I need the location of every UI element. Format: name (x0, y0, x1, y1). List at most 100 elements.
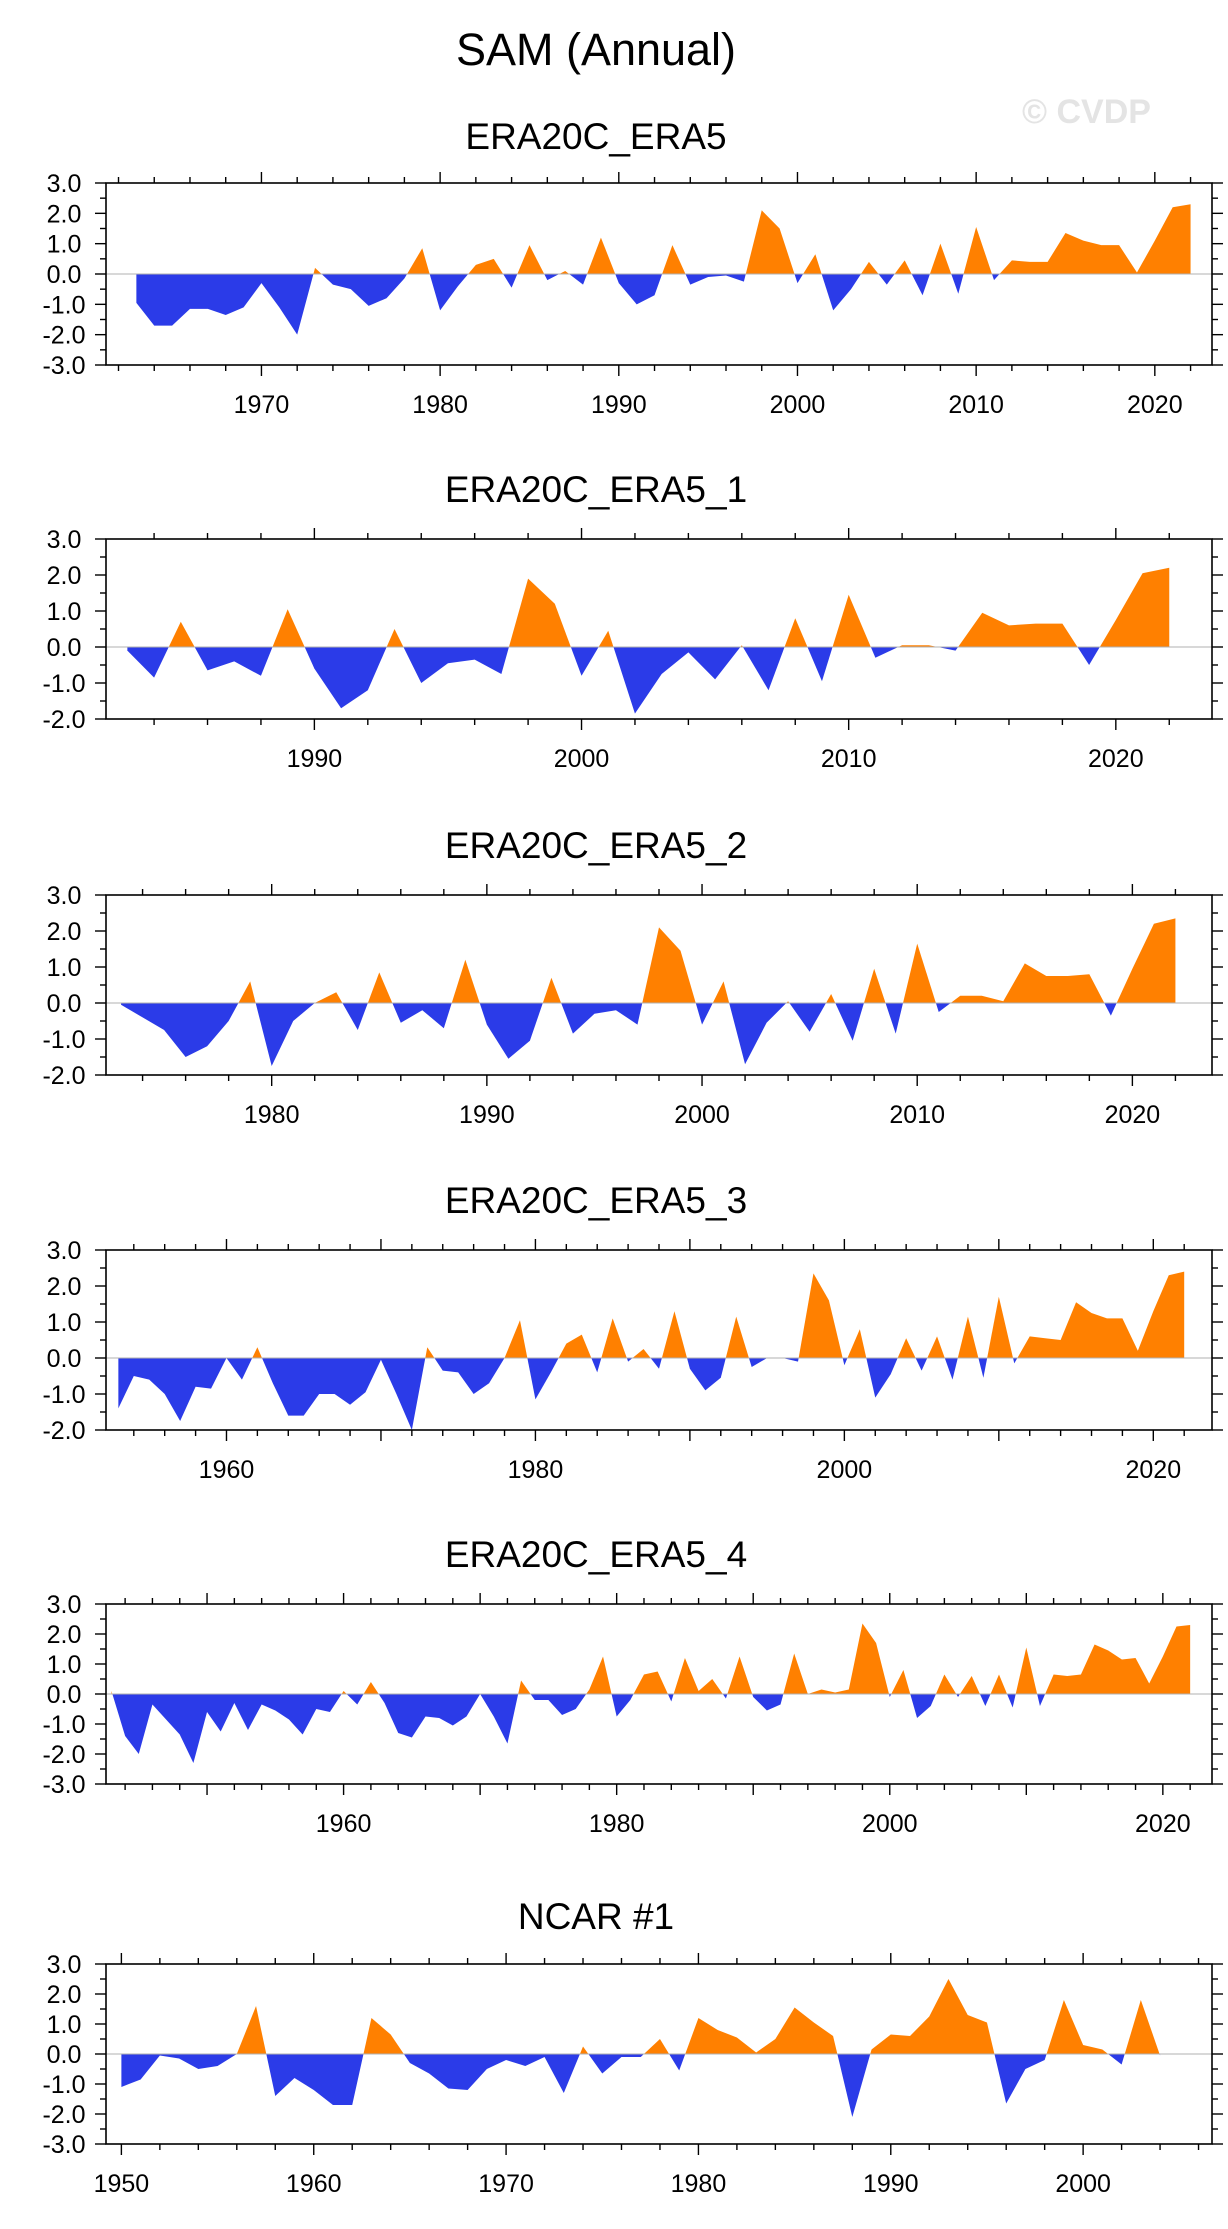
positive-anomaly-area (897, 1338, 916, 1358)
x-tick-label: 1990 (459, 1101, 515, 1129)
x-tick-label: 1970 (478, 2170, 534, 2198)
negative-anomaly-area (937, 647, 959, 651)
positive-anomaly-area (685, 2007, 838, 2054)
negative-anomaly-area (911, 274, 930, 296)
main-title: SAM (Annual) (455, 24, 737, 75)
negative-anomaly-area (748, 1358, 799, 1367)
positive-anomaly-area (662, 245, 686, 274)
negative-anomaly-area (687, 1358, 726, 1391)
y-tick-label: 2.0 (47, 1273, 82, 1301)
negative-anomaly-area (885, 1003, 904, 1034)
negative-anomaly-area (112, 1694, 342, 1763)
positive-anomaly-area (959, 1676, 980, 1694)
y-tick-label: -2.0 (42, 706, 85, 734)
y-tick-label: -1.0 (42, 1381, 85, 1409)
y-tick-label: 1.0 (47, 231, 82, 259)
negative-anomaly-area (910, 1694, 936, 1718)
y-tick-label: 1.0 (47, 2011, 82, 2039)
x-tick-label: 1980 (589, 1810, 645, 1838)
negative-anomaly-area (569, 274, 588, 285)
positive-anomaly-area (803, 254, 822, 274)
x-tick-label: 1990 (287, 745, 343, 773)
chart-panel-1: 1970 1980 1990 2000 2010 2020 3.02.0 1.00.0-1.0… (42, 170, 1223, 419)
x-tick-label: 2010 (889, 1101, 945, 1129)
negative-anomaly-area (613, 647, 741, 714)
positive-anomaly-area (363, 2018, 404, 2054)
positive-anomaly-area (950, 963, 1105, 1003)
positive-anomaly-area (632, 1349, 651, 1358)
negative-anomaly-area (794, 274, 804, 284)
positive-anomaly-area (1124, 2000, 1160, 2054)
x-tick-label: 1980 (508, 1456, 564, 1484)
negative-anomaly-area (503, 274, 518, 288)
positive-anomaly-area (642, 927, 696, 1003)
x-tick-label: 1980 (244, 1101, 300, 1129)
negative-anomaly-area (127, 647, 169, 678)
x-tick-label: 2020 (1088, 745, 1144, 773)
x-tick-label: 1990 (863, 2170, 919, 2198)
positive-anomaly-area (168, 621, 195, 647)
negative-anomaly-area (544, 274, 560, 281)
negative-anomaly-area (626, 1358, 633, 1362)
y-tick-label: 1.0 (47, 1651, 82, 1679)
negative-anomaly-area (591, 1358, 602, 1373)
negative-anomaly-area (835, 1003, 864, 1041)
positive-anomaly-area (725, 1316, 749, 1358)
x-tick-label: 1980 (412, 391, 468, 419)
negative-anomaly-area (944, 1358, 958, 1380)
panel-title-era20c-era5: ERA20C_ERA5 (465, 116, 727, 157)
negative-anomaly-area (118, 1358, 253, 1421)
positive-anomaly-area (863, 968, 886, 1003)
negative-anomaly-area (121, 2054, 237, 2087)
positive-anomaly-area (518, 1680, 531, 1694)
negative-anomaly-area (378, 1694, 519, 1744)
y-tick-label: -2.0 (42, 322, 85, 350)
negative-anomaly-area (342, 1003, 368, 1030)
negative-anomaly-area (570, 647, 599, 676)
positive-anomaly-area (958, 612, 1078, 647)
y-tick-label: 2.0 (47, 200, 82, 228)
positive-anomaly-area (999, 204, 1191, 274)
positive-anomaly-area (963, 226, 992, 274)
positive-anomaly-area (712, 981, 730, 1003)
negative-anomaly-area (752, 1694, 784, 1711)
positive-anomaly-area (504, 1320, 528, 1358)
positive-anomaly-area (927, 1336, 945, 1358)
positive-anomaly-area (798, 1273, 843, 1358)
positive-anomaly-area (363, 1682, 379, 1694)
y-tick-label: -2.0 (42, 2101, 85, 2129)
positive-anomaly-area (558, 1334, 592, 1358)
watermark: © CVDP (1022, 93, 1151, 131)
panel-title-era20c-era5-1: ERA20C_ERA5_1 (444, 469, 748, 510)
negative-anomaly-area (722, 1694, 728, 1699)
negative-anomaly-area (530, 1694, 587, 1715)
x-tick-label: 1960 (199, 1456, 255, 1484)
positive-anomaly-area (238, 981, 256, 1003)
x-tick-label: 2000 (1055, 2170, 1111, 2198)
y-tick-label: 0.0 (47, 1681, 82, 1709)
negative-anomaly-area (479, 1003, 543, 1059)
negative-anomaly-area (561, 1003, 643, 1034)
positive-anomaly-area (425, 1347, 435, 1358)
y-tick-label: 2.0 (47, 1621, 82, 1649)
chart-panel-5: 1960 1980 2000 2020 3.02.01.00.0-1.0-2.0-3.0 (42, 1591, 1223, 1838)
y-tick-label: 3.0 (47, 1951, 82, 1979)
negative-anomaly-area (669, 2054, 686, 2071)
y-tick-label: -2.0 (42, 1417, 85, 1445)
positive-anomaly-area (987, 1296, 1014, 1358)
x-tick-label: 2010 (948, 391, 1004, 419)
y-tick-label: -2.0 (42, 1741, 85, 1769)
positive-anomaly-area (673, 1658, 723, 1694)
positive-anomaly-area (407, 248, 430, 274)
negative-anomaly-area (951, 274, 964, 294)
positive-anomaly-area (935, 1674, 957, 1694)
y-tick-label: 2.0 (47, 1981, 82, 2009)
negative-anomaly-area (789, 1003, 827, 1032)
negative-anomaly-area (650, 1358, 662, 1369)
panel-title-era20c-era5-4: ERA20C_ERA5_4 (444, 1534, 748, 1575)
chart-panel-2: 1990 2000 2010 2020 3.0 2.0 1.0 0.0 -1.0 -2.0 (42, 526, 1223, 773)
y-tick-label: 3.0 (47, 1237, 82, 1265)
x-tick-label: 2010 (821, 745, 877, 773)
positive-anomaly-area (870, 1979, 995, 2054)
